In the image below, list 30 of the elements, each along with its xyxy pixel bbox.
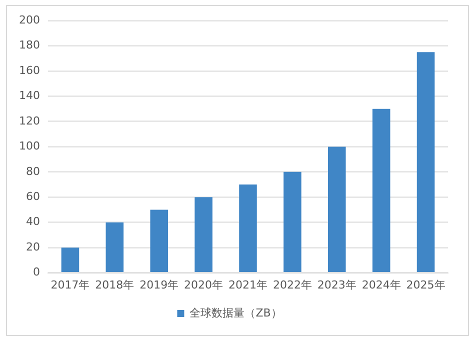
y-tick-label: 20 [26,240,40,254]
legend-label: 全球数据量（ZB） [190,306,282,320]
x-tick-label: 2021年 [228,278,268,292]
bar [284,172,302,272]
bar [194,197,212,272]
y-tick-label: 100 [18,140,40,153]
y-tick-label: 180 [18,38,40,52]
bar [372,108,390,272]
x-tick-label: 2019年 [140,278,179,292]
y-tick-label: 80 [26,164,40,178]
x-tick-label: 2017年 [50,278,90,292]
bar [61,248,80,272]
x-tick-label: 2022年 [272,278,312,292]
bar [106,222,124,272]
y-tick-label: 0 [32,266,40,279]
y-tick-label: 120 [18,114,40,128]
y-tick-label: 200 [18,13,40,26]
x-tick-label: 2020年 [184,278,224,292]
x-tick-label: 2023年 [317,278,356,292]
y-tick-label: 140 [18,89,40,102]
bar [416,52,435,272]
y-tick-label: 40 [26,215,40,228]
x-tick-label: 2025年 [406,278,446,292]
x-tick-label: 2018年 [95,278,134,292]
bar [150,210,168,272]
bar [239,184,257,272]
bar [328,146,346,272]
y-tick-label: 160 [18,64,40,77]
y-tick-label: 60 [26,190,40,203]
x-tick-label: 2024年 [362,278,401,292]
